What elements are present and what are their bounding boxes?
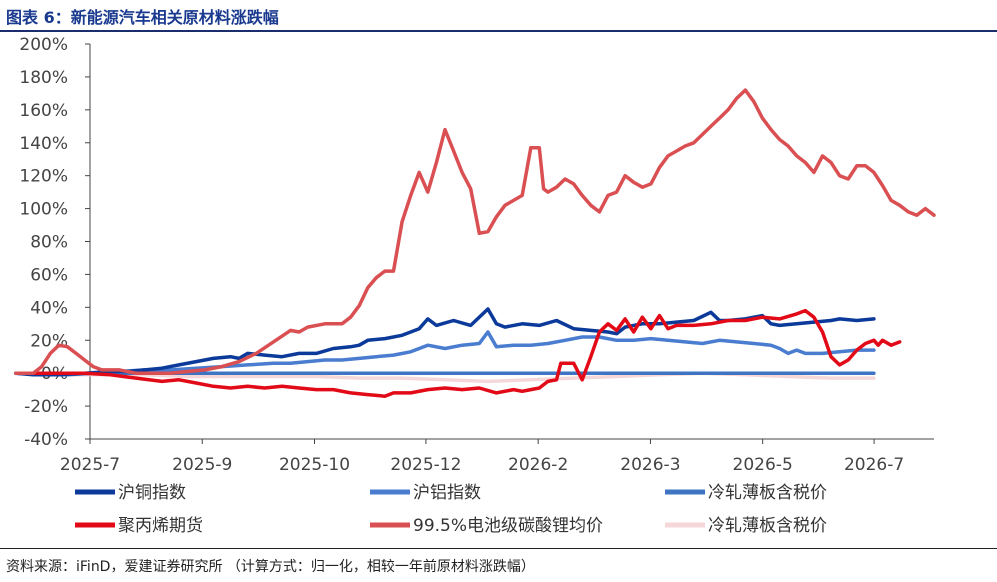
legend-label: 99.5%电池级碳酸锂均价 bbox=[413, 516, 603, 536]
y-axis: -40%-20%0%20%40%60%80%100%120%140%160%18… bbox=[19, 35, 91, 450]
legend-label: 沪铜指数 bbox=[118, 483, 186, 503]
x-tick-label: 2026-3 bbox=[620, 455, 680, 475]
legend-label: 聚丙烯期货 bbox=[118, 516, 203, 536]
x-axis: 2025-7 2025-9 2025-10 2025-12 2026-2 2026-3 20… bbox=[60, 438, 934, 475]
legend-label: 冷轧薄板含税价 bbox=[708, 516, 827, 536]
x-tick-label: 2025-9 bbox=[172, 455, 232, 475]
x-tick-label: 2026-2 bbox=[508, 455, 568, 475]
source-note: 资料来源：iFinD，爱建证券研究所 （计算方式：归一化，相较一年前原材料涨跌幅… bbox=[6, 559, 535, 575]
x-tick-label: 2025-12 bbox=[390, 455, 461, 475]
line-chart: -40%-20%0%20%40%60%80%100%120%140%160%18… bbox=[14, 35, 936, 536]
x-tick-label: 2025-10 bbox=[279, 455, 350, 475]
figure-footer: 资料来源：iFinD，爱建证券研究所 （计算方式：归一化，相较一年前原材料涨跌幅… bbox=[0, 548, 997, 582]
y-tick-label: 120% bbox=[19, 167, 68, 187]
plot-area bbox=[14, 88, 936, 398]
y-tick-label: 140% bbox=[19, 134, 68, 154]
series-line-3 bbox=[14, 308, 902, 398]
y-tick-label: 160% bbox=[19, 101, 68, 121]
y-tick-label: 20% bbox=[30, 331, 68, 351]
figure-title: 图表 6：新能源汽车相关原材料涨跌幅 bbox=[6, 8, 279, 27]
y-tick-label: 100% bbox=[19, 200, 68, 220]
y-tick-label: 40% bbox=[30, 298, 68, 318]
legend-label: 冷轧薄板含税价 bbox=[708, 483, 827, 503]
x-tick-label: 2026-7 bbox=[844, 455, 904, 475]
series-line-4 bbox=[14, 88, 936, 375]
y-tick-label: 180% bbox=[19, 68, 68, 88]
x-tick-label: 2025-7 bbox=[60, 455, 120, 475]
y-tick-label: -40% bbox=[24, 430, 68, 450]
legend-label: 沪铝指数 bbox=[413, 483, 481, 503]
y-tick-label: -20% bbox=[24, 397, 68, 417]
y-tick-label: 80% bbox=[30, 233, 68, 253]
y-tick-label: 200% bbox=[19, 35, 68, 55]
x-tick-label: 2026-5 bbox=[733, 455, 793, 475]
figure-header: 图表 6：新能源汽车相关原材料涨跌幅 bbox=[0, 0, 997, 32]
y-tick-label: 60% bbox=[30, 265, 68, 285]
